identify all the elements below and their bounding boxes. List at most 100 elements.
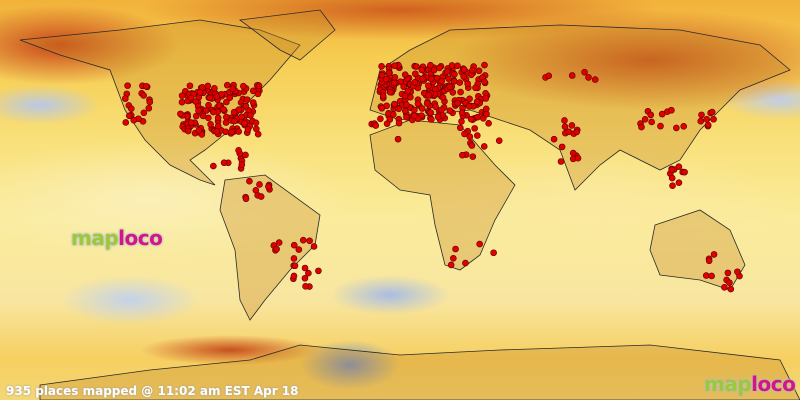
place-marker[interactable] (468, 142, 476, 149)
place-marker[interactable] (681, 168, 688, 176)
place-marker[interactable] (235, 128, 243, 135)
place-marker[interactable] (257, 193, 265, 200)
place-marker[interactable] (708, 272, 715, 280)
place-marker[interactable] (550, 135, 558, 143)
place-marker[interactable] (558, 143, 566, 151)
place-marker[interactable] (432, 103, 439, 111)
place-marker[interactable] (561, 123, 569, 130)
place-marker[interactable] (253, 125, 260, 133)
place-marker[interactable] (305, 269, 312, 277)
place-marker[interactable] (450, 254, 457, 262)
place-marker[interactable] (306, 237, 313, 245)
place-marker[interactable] (128, 105, 135, 113)
place-marker[interactable] (252, 119, 260, 127)
place-marker[interactable] (727, 285, 735, 293)
place-marker[interactable] (418, 105, 426, 112)
place-marker[interactable] (145, 104, 153, 112)
place-marker[interactable] (411, 79, 419, 86)
place-marker[interactable] (482, 95, 490, 102)
place-marker[interactable] (177, 110, 184, 118)
place-marker[interactable] (703, 116, 711, 123)
place-marker[interactable] (469, 66, 476, 74)
place-marker[interactable] (249, 99, 257, 106)
place-marker[interactable] (475, 67, 483, 75)
place-marker[interactable] (675, 179, 683, 187)
place-marker[interactable] (214, 122, 222, 130)
place-marker[interactable] (187, 119, 195, 126)
place-marker[interactable] (238, 161, 246, 169)
place-marker[interactable] (673, 124, 680, 132)
place-marker[interactable] (574, 154, 582, 162)
place-marker[interactable] (466, 95, 473, 103)
place-marker[interactable] (204, 82, 212, 90)
place-marker[interactable] (390, 79, 398, 87)
place-marker[interactable] (372, 122, 380, 129)
place-marker[interactable] (451, 70, 458, 78)
place-marker[interactable] (403, 113, 410, 121)
place-marker[interactable] (641, 116, 649, 123)
maploco-logo-corner[interactable]: maploco (704, 372, 796, 396)
place-marker[interactable] (146, 98, 154, 106)
place-marker[interactable] (244, 126, 252, 133)
place-marker[interactable] (228, 128, 235, 136)
place-marker[interactable] (391, 74, 399, 81)
place-marker[interactable] (433, 74, 441, 82)
place-marker[interactable] (710, 251, 718, 258)
place-marker[interactable] (247, 112, 254, 119)
place-marker[interactable] (242, 195, 250, 203)
place-marker[interactable] (425, 91, 433, 99)
place-marker[interactable] (726, 279, 733, 286)
place-marker[interactable] (178, 92, 186, 99)
place-marker[interactable] (379, 92, 387, 100)
place-marker[interactable] (265, 183, 272, 190)
place-marker[interactable] (438, 77, 446, 85)
place-marker[interactable] (458, 118, 465, 125)
place-marker[interactable] (255, 82, 263, 90)
place-marker[interactable] (430, 66, 438, 74)
place-marker[interactable] (658, 110, 666, 118)
place-marker[interactable] (142, 82, 150, 90)
place-marker[interactable] (290, 241, 298, 249)
place-marker[interactable] (427, 61, 434, 69)
place-marker[interactable] (447, 261, 455, 269)
place-marker[interactable] (229, 85, 237, 93)
place-marker[interactable] (591, 76, 599, 83)
place-marker[interactable] (568, 72, 576, 79)
place-marker[interactable] (464, 80, 471, 88)
place-marker[interactable] (184, 127, 192, 135)
place-marker[interactable] (243, 96, 251, 103)
place-marker[interactable] (467, 115, 475, 123)
place-marker[interactable] (254, 90, 262, 98)
place-marker[interactable] (428, 116, 435, 123)
place-marker[interactable] (466, 133, 474, 141)
place-marker[interactable] (710, 115, 717, 123)
place-marker[interactable] (140, 109, 148, 117)
place-marker[interactable] (581, 68, 588, 76)
place-marker[interactable] (213, 128, 221, 135)
place-marker[interactable] (290, 272, 298, 280)
place-marker[interactable] (187, 94, 195, 102)
place-marker[interactable] (569, 149, 577, 157)
place-marker[interactable] (452, 245, 459, 253)
place-marker[interactable] (210, 162, 217, 170)
place-marker[interactable] (460, 66, 468, 73)
place-marker[interactable] (222, 128, 230, 136)
place-marker[interactable] (220, 159, 228, 167)
place-marker[interactable] (438, 106, 445, 114)
place-marker[interactable] (483, 110, 490, 118)
place-marker[interactable] (291, 262, 299, 270)
place-marker[interactable] (386, 88, 394, 96)
place-marker[interactable] (473, 98, 481, 105)
place-marker[interactable] (457, 88, 464, 96)
place-marker[interactable] (427, 109, 434, 116)
place-marker[interactable] (469, 153, 477, 160)
place-marker[interactable] (401, 71, 409, 78)
place-marker[interactable] (471, 125, 478, 132)
place-marker[interactable] (195, 107, 202, 114)
place-marker[interactable] (401, 92, 409, 100)
place-marker[interactable] (573, 128, 581, 136)
place-marker[interactable] (241, 120, 248, 127)
place-marker[interactable] (568, 122, 576, 129)
place-marker[interactable] (378, 104, 386, 112)
